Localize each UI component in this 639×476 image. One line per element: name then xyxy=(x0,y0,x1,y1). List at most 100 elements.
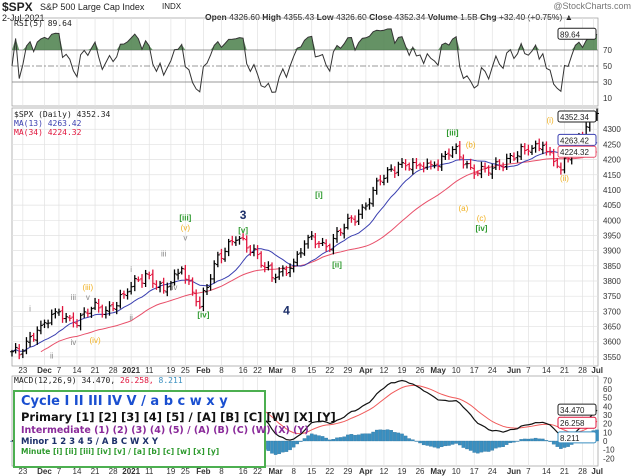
x-tick-label: 19 xyxy=(166,467,175,476)
x-tick-label: Apr xyxy=(359,467,373,476)
x-tick-label: May xyxy=(430,467,446,476)
macd-tick-label: 10 xyxy=(603,428,612,437)
wave-label: i xyxy=(130,265,132,274)
macd-histogram-bar xyxy=(450,440,455,445)
rsi-tick-label: 10 xyxy=(603,94,612,103)
macd-histogram-bar xyxy=(465,440,469,450)
macd-signal-tag-box xyxy=(557,416,597,429)
elliott-wave-legend: Cycle I II III IV V / a b c w x y Primar… xyxy=(13,390,336,468)
macd-tag: 34.470 xyxy=(560,406,585,415)
ohlc-readout: Open 4326.60 High 4355.43 Low 4326.60 Cl… xyxy=(205,12,573,22)
x-tick-label: 16 xyxy=(239,467,248,476)
y-tick-label: 4250 xyxy=(603,140,621,149)
y-tick-label: 3650 xyxy=(603,323,621,332)
y-tick-label: 4000 xyxy=(603,216,621,225)
chg-value: +32.40 (+0.75%) xyxy=(498,12,563,22)
y-tick-label: 3750 xyxy=(603,292,621,301)
x-tick-label: 22 xyxy=(253,467,262,476)
macd-histogram-bar xyxy=(508,440,513,444)
symbol: $SPX xyxy=(2,0,33,14)
rsi-line xyxy=(11,28,598,93)
x-tick-label: 19 xyxy=(398,467,407,476)
macd-histogram-bar xyxy=(270,440,274,454)
macd-histogram-bar xyxy=(432,440,437,448)
ma34-tag: 4224.32 xyxy=(560,148,589,157)
macd-signal-value: 26.258, xyxy=(120,376,154,385)
x-tick-label: 22 xyxy=(253,366,262,375)
x-tick-label: Jun xyxy=(507,366,521,375)
macd-histogram-bar xyxy=(389,430,393,442)
macd-hist-value: 8.211 xyxy=(158,376,183,385)
x-tick-label: May xyxy=(430,366,446,375)
y-tick-label: 4100 xyxy=(603,186,621,195)
macd-name: MACD(12,26,9) xyxy=(14,376,77,385)
x-tick-label: 15 xyxy=(307,467,316,476)
x-tick-label: 8 xyxy=(291,467,296,476)
x-tick-label: 12 xyxy=(379,467,388,476)
x-tick-label: Mar xyxy=(268,366,282,375)
macd-tag-box xyxy=(557,403,597,416)
macd-histogram-bar xyxy=(443,440,448,447)
up-arrow-icon: ▲ xyxy=(564,12,574,22)
ma34-tag-box xyxy=(557,145,597,158)
ma13-tag-box xyxy=(557,133,597,146)
macd-tick-label: 70 xyxy=(603,376,612,385)
macd-histogram-bar xyxy=(468,440,473,451)
macd-histogram-bar xyxy=(385,429,390,442)
index-name: S&P 500 Large Cap Index xyxy=(40,2,145,12)
low-value: 4326.60 xyxy=(335,12,367,22)
y-tick-label: 4150 xyxy=(603,171,621,180)
macd-histogram-bar xyxy=(411,439,415,442)
macd-tick-label: 30 xyxy=(603,411,612,420)
macd-histogram-bar xyxy=(317,435,321,442)
macd-histogram-bar xyxy=(346,434,350,442)
x-tick-label: 7 xyxy=(526,467,531,476)
x-tick-label: Jun xyxy=(507,467,521,476)
x-tick-label: Feb xyxy=(196,467,210,476)
x-tick-label: 29 xyxy=(343,366,352,375)
macd-tick-label: -10 xyxy=(603,446,615,455)
x-tick-label: 10 xyxy=(452,467,461,476)
macd-histogram-bar xyxy=(313,434,318,442)
x-tick-label: 14 xyxy=(542,366,551,375)
chg-label: Chg xyxy=(480,12,497,22)
x-tick-label: 21 xyxy=(91,366,100,375)
legend-cycle: Cycle I II III IV V / a b c w x y xyxy=(21,394,228,409)
wave-label: [ii] xyxy=(332,260,342,269)
volume-value: 1.5B xyxy=(460,12,478,22)
macd-histogram-bar xyxy=(555,440,560,447)
close-label: Close xyxy=(369,12,393,22)
wave-label: (c) xyxy=(477,214,487,223)
macd-histogram-bar xyxy=(544,440,549,442)
rsi-tick-label: 50 xyxy=(603,62,612,71)
x-tick-label: 12 xyxy=(379,366,388,375)
macd-value: 34.470, xyxy=(81,376,116,385)
wave-label: (iv) xyxy=(90,336,101,345)
x-tick-label: 17 xyxy=(470,366,479,375)
macd-histogram-bar xyxy=(266,440,271,451)
x-tick-label: 14 xyxy=(73,467,82,476)
macd-histogram-bar xyxy=(364,433,368,442)
macd-histogram-bar xyxy=(476,440,480,454)
ma34-line xyxy=(40,151,598,353)
ma13-label: MA(13) 4263.42 xyxy=(14,119,82,128)
x-tick-label: 2021 xyxy=(122,467,140,476)
macd-histogram-bar xyxy=(342,436,346,442)
wave-label: ii xyxy=(50,351,54,360)
wave-label: [iii] xyxy=(179,213,191,222)
macd-histogram-bar xyxy=(371,431,375,442)
macd-histogram-bar xyxy=(541,438,545,442)
macd-histogram-bar xyxy=(551,440,556,445)
macd-histogram-bar xyxy=(320,436,325,442)
x-tick-label: 16 xyxy=(239,366,248,375)
wave-label: (iii) xyxy=(82,283,93,292)
macd-histogram-bar xyxy=(288,440,292,451)
wave-label: iv xyxy=(172,283,178,292)
macd-histogram-bar xyxy=(356,434,361,442)
macd-histogram-bar xyxy=(367,433,372,442)
macd-histogram-bar xyxy=(483,440,487,452)
low-label: Low xyxy=(316,12,334,22)
macd-histogram-bar xyxy=(523,438,527,442)
macd-tick-label: 40 xyxy=(603,402,612,411)
x-tick-label: 26 xyxy=(416,467,425,476)
